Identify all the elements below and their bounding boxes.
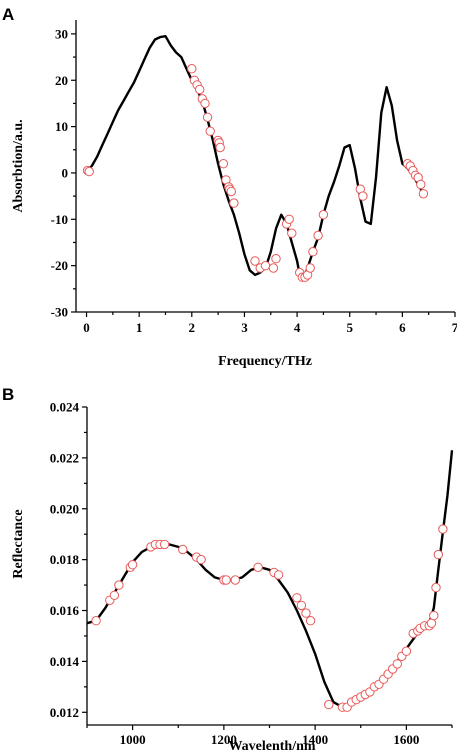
panel-b-data-point [273, 570, 284, 580]
panel-a-ticks: -30 -20 -10 0 10 20 30 0 1 2 3 4 5 6 7 [51, 26, 457, 335]
panel-a-data-point [318, 210, 329, 220]
panel-a-x-tick-label: 3 [241, 320, 248, 335]
panel-b-data-point [91, 616, 101, 626]
panel-b-data-point [109, 590, 120, 600]
panel-b-y-tick-label: 0.016 [50, 603, 80, 618]
panel-b-x-tick-label: 1000 [120, 732, 146, 747]
panel-b-data-point [114, 580, 124, 590]
panel-b-data-point [305, 616, 316, 626]
panel-a-x-tick-label: 2 [189, 320, 196, 335]
panel-a-x-tick-label: 7 [452, 320, 457, 335]
panel-b-data-point [159, 539, 170, 550]
panel-a-x-tick-label: 6 [399, 320, 406, 335]
panel-b-data-point [431, 582, 441, 593]
panel-b-x-tick-label: 1400 [302, 732, 328, 747]
panel-a-series-line [85, 35, 425, 279]
panel-a-y-tick-label: -20 [51, 258, 68, 273]
panel-a-data-point [418, 189, 429, 199]
panel-b-data-point [178, 544, 188, 555]
panel-a-data-point [84, 166, 94, 177]
panel-b-data-point [392, 659, 402, 669]
panel-b-x-axis-title: Wavelenth/nm [228, 739, 315, 754]
panel-b-ticks: 0.012 0.014 0.016 0.018 0.020 0.022 0.024 1000 1… [50, 400, 453, 747]
panel-b-y-tick-label: 0.018 [50, 552, 80, 567]
panel-a-y-tick-label: -30 [51, 305, 68, 320]
panel-b-chart: B Reflectance Wavelenth/nm 0.0120.0140.0… [2, 385, 454, 754]
panel-a-x-tick-label: 0 [83, 320, 90, 335]
panel-b-y-tick-label: 0.020 [50, 501, 79, 516]
panel-b-data-point [296, 600, 307, 611]
panel-a-data-point [187, 64, 197, 74]
panel-a-y-axis-title: Absorbtion/a.u. [11, 119, 26, 212]
panel-a-data-point [195, 84, 205, 95]
panel-b-label: B [2, 385, 14, 404]
panel-b-y-tick-label: 0.022 [50, 450, 79, 465]
panel-b-y-tick-label: 0.012 [50, 705, 79, 720]
panel-a-y-tick-label: 30 [55, 26, 68, 41]
panel-a-data-point [218, 159, 229, 169]
panel-b-data-point [429, 610, 439, 621]
panel-a-data-point [308, 247, 318, 257]
panel-b-axes [86, 407, 452, 726]
panel-a-data-point [200, 98, 210, 109]
panel-a-data-point [284, 214, 294, 225]
panel-a-x-tick-label: 1 [136, 320, 143, 335]
panel-b-data-point [301, 608, 311, 618]
panel-a-data-point [287, 228, 297, 238]
panel-b-data-point [253, 562, 263, 572]
panel-a-data-point [250, 256, 260, 266]
panel-a-curve [85, 35, 425, 279]
panel-a-y-tick-label: 0 [62, 165, 69, 180]
panel-a-data-point [260, 261, 271, 271]
panel-a-data-point [358, 191, 368, 201]
panel-b-y-axis-title: Reflectance [11, 509, 26, 578]
panel-b-data-point [324, 699, 334, 710]
panel-b-data-point [401, 646, 412, 656]
panel-a-data-point [416, 179, 426, 190]
panel-b-x-tick-label: 1600 [393, 732, 419, 747]
panel-b-data-point [438, 524, 448, 534]
panel-b-data-point [127, 560, 138, 570]
panel-b-data-point [292, 593, 302, 603]
panel-a-data-point [271, 254, 281, 264]
panel-b-data-point [196, 554, 206, 565]
panel-a-data-point [305, 263, 315, 273]
panel-b-data-point [433, 549, 443, 560]
panel-a-data-point [202, 112, 213, 123]
panel-a-y-tick-label: -10 [51, 212, 68, 227]
panel-a-data-point [205, 126, 215, 136]
panel-a-x-axis-title: Frequency/THz [218, 354, 312, 369]
panel-a-data-point [226, 186, 237, 197]
panel-a-x-tick-label: 5 [346, 320, 353, 335]
panel-a-label: A [2, 5, 14, 24]
panel-a-y-tick-label: 10 [55, 119, 68, 134]
panel-a-data-point [313, 230, 323, 241]
panel-b-series-markers [91, 524, 448, 712]
panel-b-data-point [426, 618, 437, 628]
panel-b-data-point [230, 575, 241, 585]
panel-a-y-tick-label: 20 [55, 73, 68, 88]
panel-a-data-point [229, 198, 239, 208]
panel-b-x-tick-label: 1200 [211, 732, 237, 747]
panel-b-data-point [221, 575, 231, 585]
panel-a-data-point [268, 263, 279, 273]
panel-b-y-tick-label: 0.014 [50, 654, 80, 669]
panel-a-series-markers [82, 64, 429, 282]
panel-a-x-tick-label: 4 [294, 320, 301, 335]
panel-a-chart: A Absorbtion/a.u. Frequency/THz -30 -20 -1… [2, 5, 457, 369]
panel-b-y-tick-label: 0.024 [50, 400, 80, 415]
panel-a-data-point [215, 142, 225, 153]
